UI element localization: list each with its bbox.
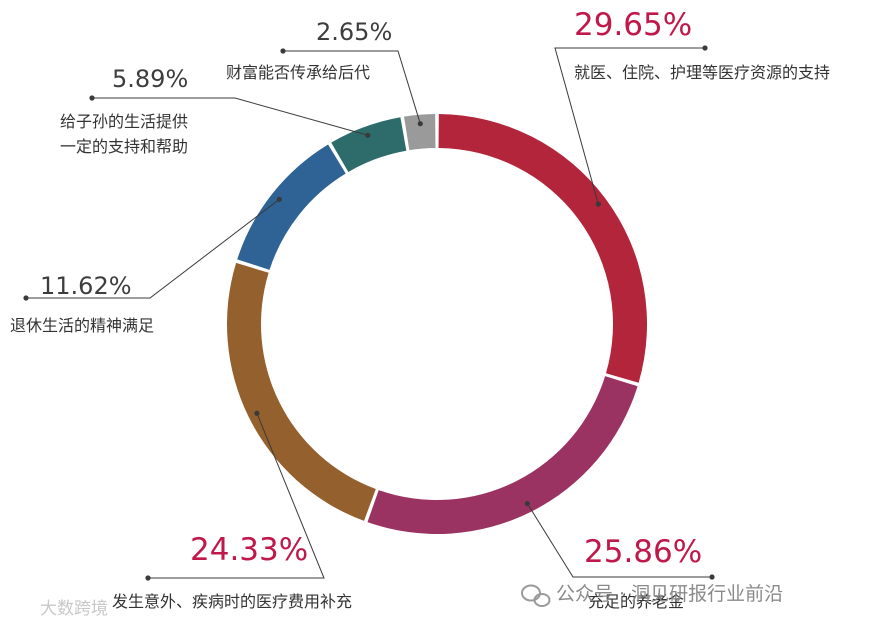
slice-category-label-1: 就医、住院、护理等医疗资源的支持 <box>574 63 830 82</box>
leader-dot-5-inner <box>365 132 371 138</box>
leader-line-6 <box>283 50 421 124</box>
donut-slice-6 <box>404 114 436 151</box>
leader-line-3 <box>148 413 325 579</box>
watermark-bottom-left: 大数跨境 <box>40 599 108 619</box>
label-layer: 29.65% 就医、住院、护理等医疗资源的支持 25.86% 充足的养老金 24.33%… <box>10 7 830 611</box>
leader-line-4 <box>26 198 280 299</box>
leader-dot-6-outer <box>280 48 286 54</box>
slice-category-label-5-line-2: 一定的支持和帮助 <box>60 137 188 156</box>
leader-dot-1-outer <box>702 45 708 51</box>
leader-layer <box>23 45 715 581</box>
donut-slice-5 <box>331 117 407 172</box>
leader-dot-6-inner <box>417 121 423 127</box>
leader-dot-4-inner <box>276 196 282 202</box>
slice-value-label-2: 25.86% <box>584 534 702 570</box>
watermark-bottom-right: 公众号 · 洞见研报行业前沿 <box>556 583 783 605</box>
slice-category-label-3: 发生意外、疾病时的医疗费用补充 <box>112 592 352 611</box>
slice-category-label-4: 退休生活的精神满足 <box>10 316 154 335</box>
slice-category-label-5-line-1: 给子孙的生活提供 <box>60 112 188 131</box>
leader-dot-1-inner <box>595 201 601 207</box>
watermark-layer: 大数跨境 公众号 · 洞见研报行业前沿 <box>40 583 783 619</box>
donut-slice-4 <box>237 144 346 270</box>
leader-dot-3-outer <box>145 575 151 581</box>
slice-value-label-6: 2.65% <box>316 18 392 46</box>
slice-value-label-4: 11.62% <box>40 272 132 300</box>
slice-value-label-5: 5.89% <box>112 65 188 93</box>
slice-value-label-3: 24.33% <box>190 532 308 568</box>
leader-dot-5-outer <box>89 95 95 101</box>
wechat-icon <box>521 584 551 607</box>
leader-dot-2-outer <box>709 574 715 580</box>
donut-slice-3 <box>226 262 376 521</box>
donut-slice-1 <box>438 114 648 383</box>
ring-layer <box>226 114 648 534</box>
slice-category-label-2: 充足的养老金 <box>588 592 684 611</box>
leader-line-1 <box>554 47 705 205</box>
leader-dot-2-inner <box>524 500 530 507</box>
leader-dot-4-outer <box>23 295 29 301</box>
slice-category-label-6: 财富能否传承给后代 <box>226 63 370 82</box>
leader-dot-3-inner <box>254 410 260 416</box>
leader-line-5 <box>92 97 368 136</box>
donut-slice-2 <box>367 376 638 534</box>
slice-value-label-1: 29.65% <box>574 7 692 43</box>
leader-line-2 <box>526 503 712 578</box>
